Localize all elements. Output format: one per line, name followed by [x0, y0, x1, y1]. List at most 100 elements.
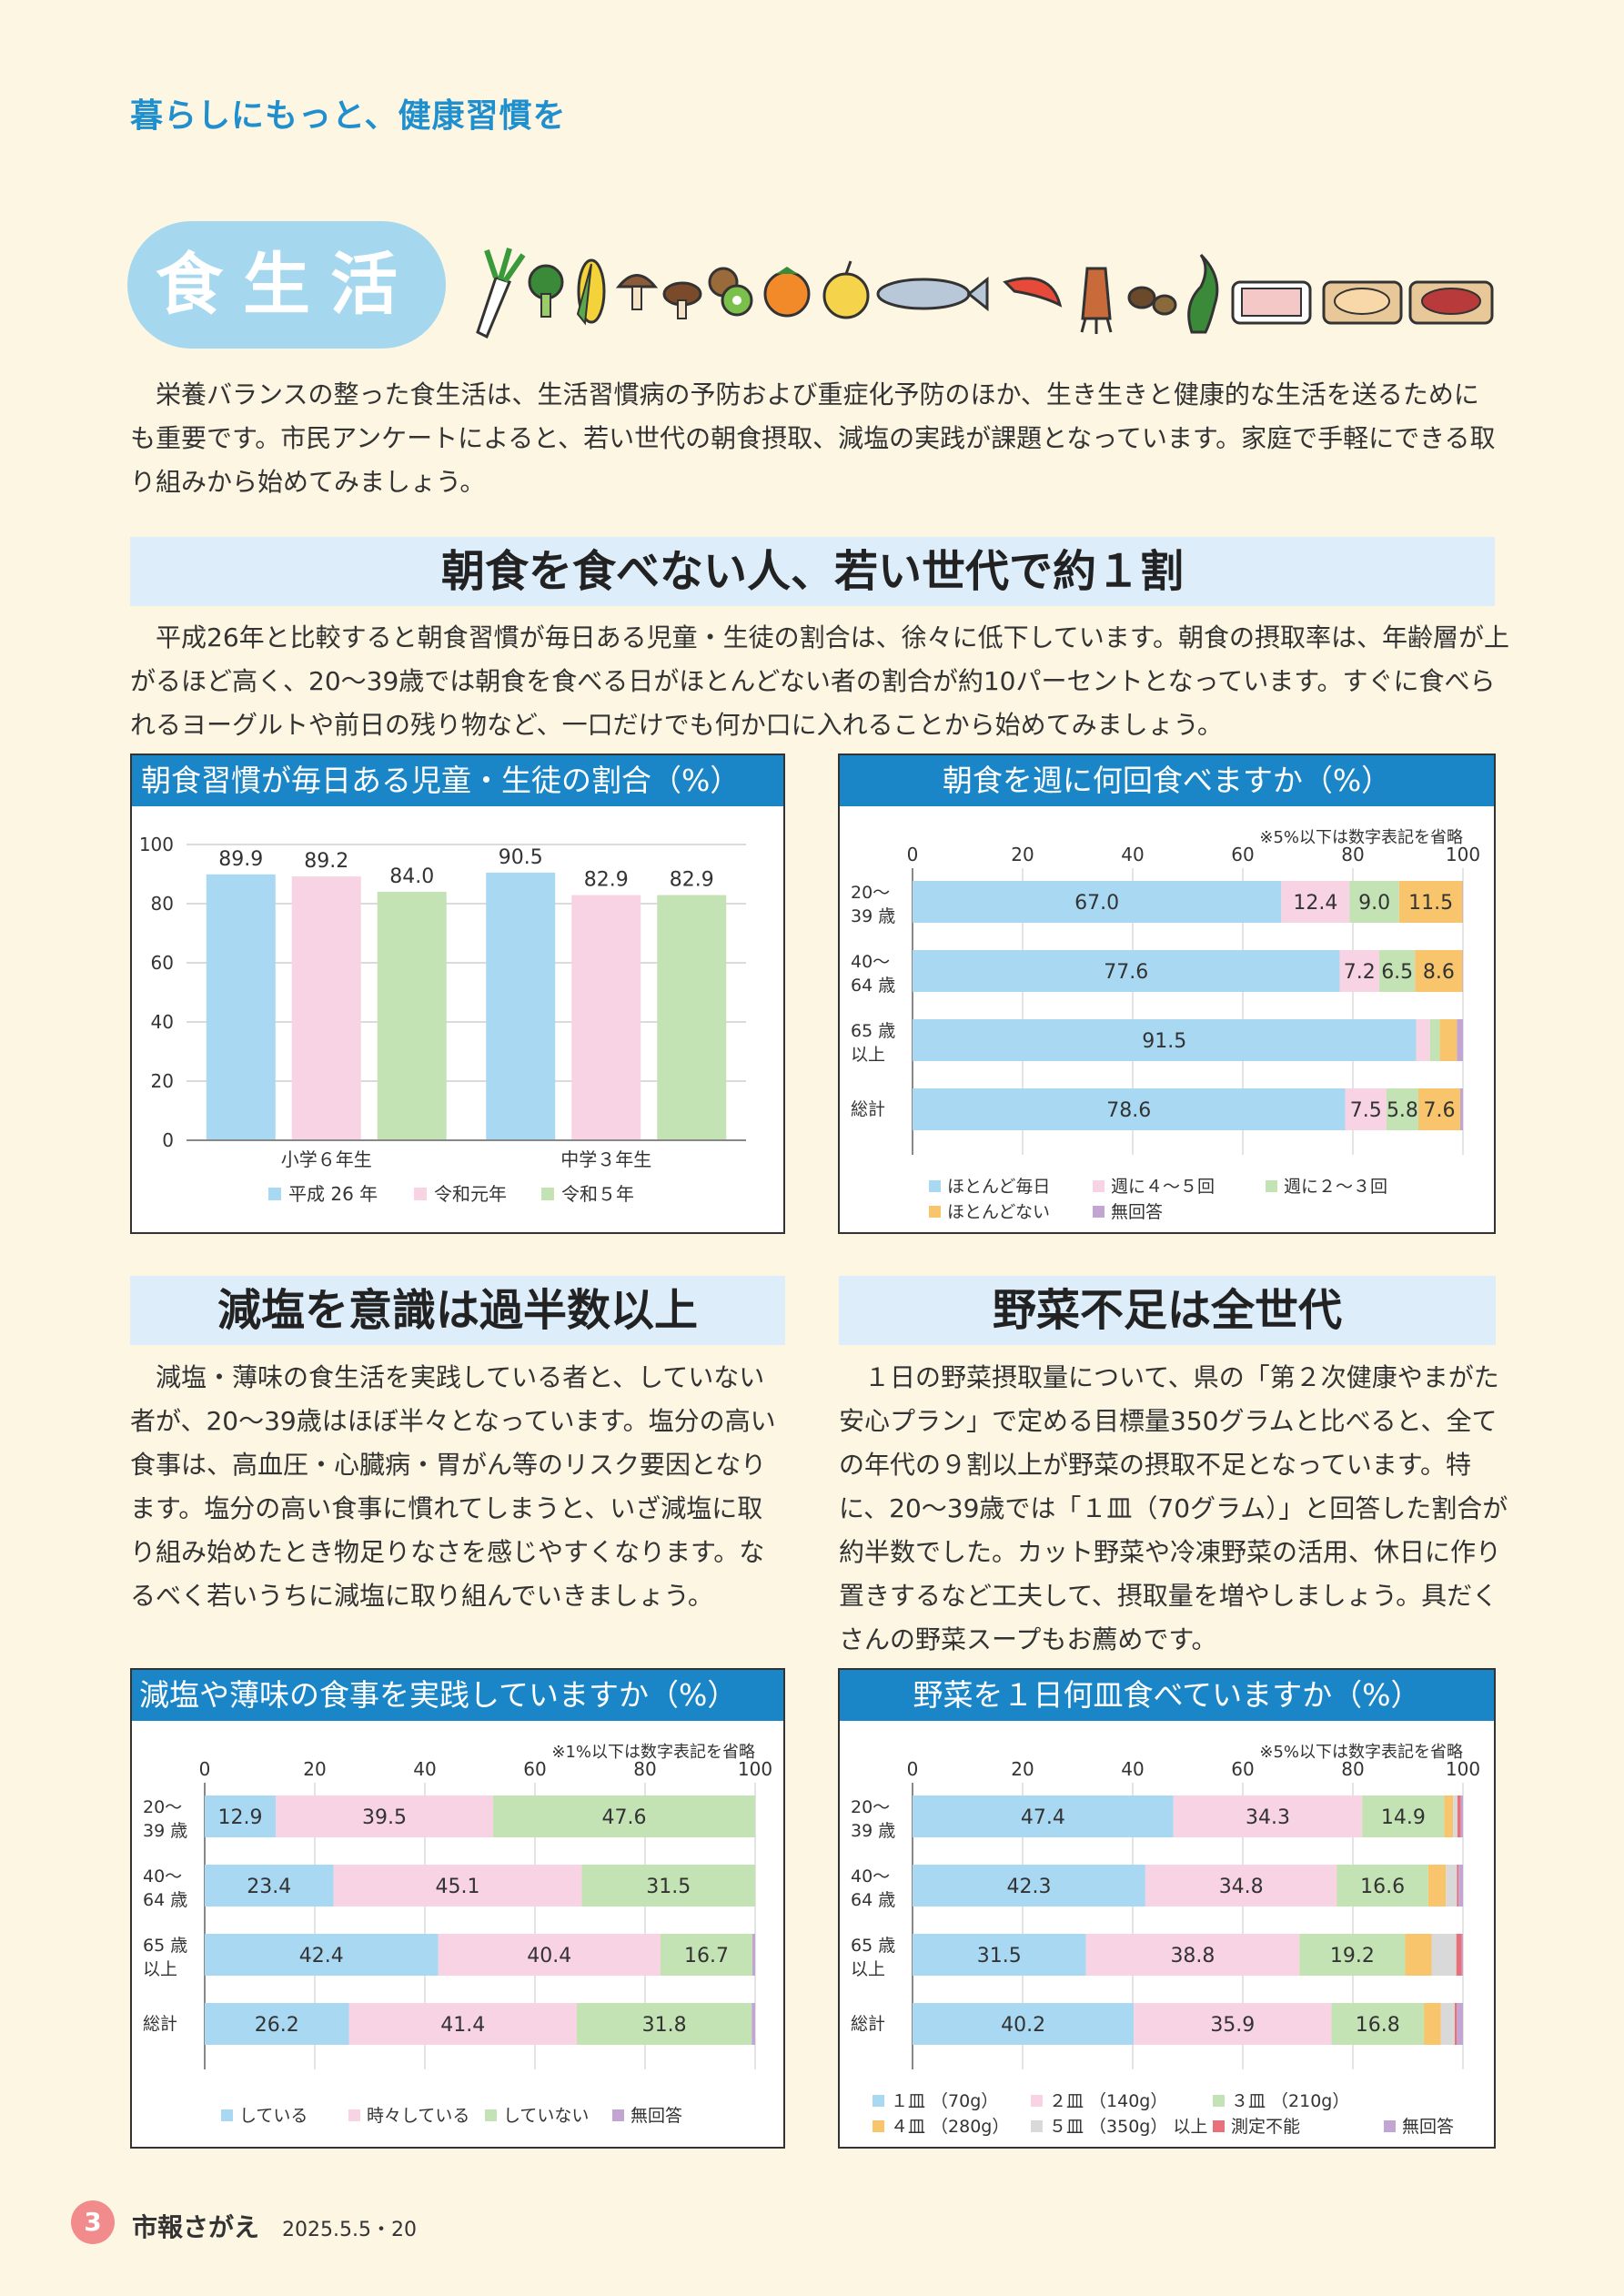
data-label: 31.5 [977, 1945, 1022, 1967]
chart-title: 朝食習慣が毎日ある児童・生徒の割合（%） [132, 755, 783, 806]
category-label: 40～ [143, 1866, 182, 1886]
data-label: 40.4 [527, 1945, 571, 1967]
data-label: 82.9 [670, 869, 714, 892]
bar-segment [1145, 1865, 1337, 1907]
y-tick-label: 40 [151, 1011, 174, 1033]
data-label: 26.2 [255, 2014, 299, 2037]
legend-swatch [929, 1180, 941, 1192]
publication-date: 2025.5.5・20 [282, 2219, 417, 2241]
legend-label: 無回答 [1402, 2117, 1454, 2137]
bar-segment [1424, 2003, 1441, 2045]
category-label: 総計 [851, 1099, 885, 1119]
x-tick-label: 60 [1231, 844, 1254, 865]
data-label: 89.2 [304, 850, 348, 873]
persimmon-icon [763, 267, 811, 318]
chart-breakfast-weekly-plot: ※5%以下は数字表記を省略 0 20 40 60 80 100 20～ 39 歳 67.0 12.4… [851, 828, 1480, 1222]
bar-segment [581, 1865, 755, 1907]
x-tick-label: 80 [1341, 1758, 1364, 1780]
bar [291, 876, 361, 1140]
x-tick-label: 20 [1011, 844, 1034, 865]
data-label: 7.2 [1344, 961, 1376, 984]
bar-segment [1453, 1795, 1458, 1837]
legend-label: ほとんど毎日 [947, 1177, 1050, 1197]
data-label: 16.8 [1356, 2014, 1400, 2037]
category-label: 39 歳 [851, 906, 895, 926]
bar [206, 874, 276, 1140]
x-tick-label: 20 [1011, 1758, 1034, 1780]
legend-swatch [929, 1206, 941, 1218]
category-label: 以上 [143, 1959, 177, 1979]
chart-note: ※5%以下は数字表記を省略 [1259, 828, 1463, 847]
data-label: 5.8 [1387, 1099, 1418, 1122]
corn-icon [576, 258, 606, 326]
bar-segment [1416, 1019, 1430, 1061]
bar-segment [913, 1088, 1346, 1130]
category-label: 40～ [851, 952, 890, 972]
bar-segment [1440, 2003, 1455, 2045]
category-label: 総計 [143, 2014, 177, 2034]
legend-label: 無回答 [1111, 1202, 1163, 1222]
bar-segment [913, 881, 1282, 923]
x-tick-label: 100 [738, 1758, 772, 1780]
bar-segment [913, 950, 1340, 992]
bar-segment [1362, 1795, 1445, 1837]
legend-swatch [268, 1188, 281, 1200]
y-tick-label: 60 [151, 952, 174, 974]
bar-segment [1379, 950, 1416, 992]
data-label: 89.9 [218, 848, 263, 871]
legend-label: ４皿 （280g） [891, 2117, 1009, 2137]
x-tick-label: 40 [1121, 844, 1144, 865]
intro-paragraph: 栄養バランスの整った食生活は、生活習慣病の予防および重症化予防のほか、生き生きと… [130, 379, 1496, 497]
category-label: 65 歳 [143, 1936, 187, 1956]
chicken-pack-icon [1322, 280, 1403, 325]
legend-swatch [221, 2109, 233, 2121]
data-label: 16.7 [684, 1945, 729, 1967]
bar-segment [205, 1934, 439, 1976]
x-tick-label: 40 [1121, 1758, 1144, 1780]
y-tick-label: 100 [139, 834, 174, 855]
bar-segment [205, 1865, 334, 1907]
bar-segment [1454, 2003, 1458, 2045]
data-label: 23.4 [247, 1876, 291, 1898]
bar-segment [1429, 1019, 1440, 1061]
bar-segment [913, 1934, 1086, 1976]
x-tick-label: 80 [633, 1758, 656, 1780]
bar [486, 872, 556, 1140]
page-header-title: 暮らしにもっと、健康習慣を [130, 97, 567, 135]
bar-segment [1460, 1795, 1463, 1837]
bar-segment [1134, 2003, 1332, 2045]
data-label: 12.4 [1293, 892, 1337, 915]
bar-segment [1456, 1934, 1462, 1976]
legend-label: 測定不能 [1231, 2117, 1300, 2137]
data-label: 12.9 [218, 1806, 263, 1829]
bar-segment [660, 1934, 752, 1976]
x-tick-label: 60 [523, 1758, 546, 1780]
data-label: 7.5 [1350, 1099, 1382, 1122]
bar-segment [1331, 2003, 1425, 2045]
y-tick-label: 20 [151, 1070, 174, 1092]
data-label: 78.6 [1106, 1099, 1151, 1122]
mushroom-icon [615, 274, 659, 310]
bar-segment [1085, 1934, 1300, 1976]
food-icons [476, 248, 1494, 339]
category-label: 40～ [851, 1866, 890, 1886]
category-label: 20～ [851, 1797, 890, 1817]
bar-segment [1459, 1088, 1463, 1130]
fish-icon [876, 276, 989, 312]
category-label: 20～ [143, 1797, 182, 1817]
squid-icon [1080, 267, 1113, 334]
bar-segment [333, 1865, 582, 1907]
data-label: 14.9 [1381, 1806, 1426, 1829]
legend-swatch [1266, 1180, 1277, 1192]
bar-segment [1398, 881, 1463, 923]
legend-swatch [873, 2120, 884, 2132]
y-tick-label: 0 [162, 1129, 174, 1151]
x-tick-label: 40 [413, 1758, 436, 1780]
category-label: 65 歳 [851, 1936, 895, 1956]
data-label: 47.6 [602, 1806, 647, 1829]
x-tick-label: 60 [1231, 1758, 1254, 1780]
legend-swatch [612, 2109, 624, 2121]
salt-paragraph: 減塩・薄味の食生活を実践している者と、していない者が、20〜39歳はほぼ半々とな… [130, 1362, 776, 1611]
chart-title: 野菜を１日何皿食べていますか（%） [840, 1670, 1494, 1721]
data-label: 34.3 [1246, 1806, 1290, 1829]
